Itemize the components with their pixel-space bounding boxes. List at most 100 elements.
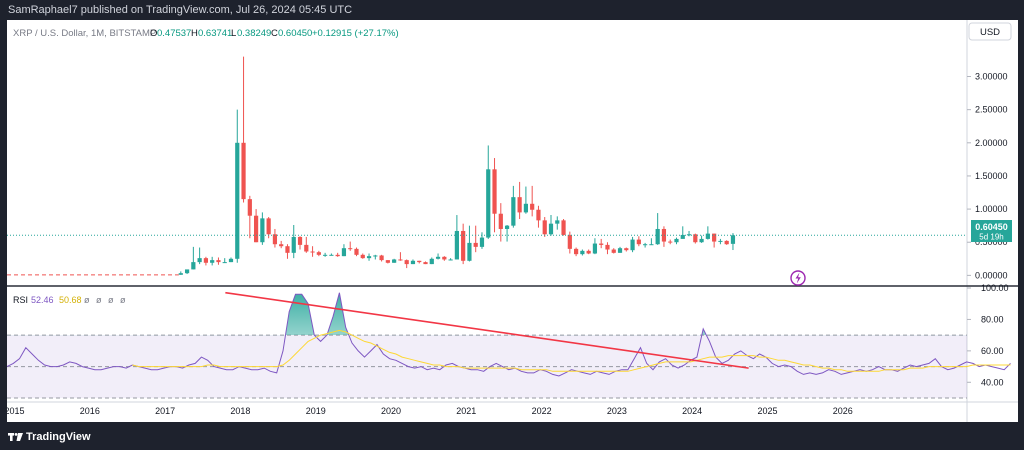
candle (285, 244, 290, 259)
candle-body (216, 260, 221, 263)
lightning-icon-bolt[interactable] (795, 272, 801, 284)
close-label: C (271, 28, 278, 39)
chart-panel[interactable]: 3.00000 2.50000 2.00000 1.50000 1.00000 0.500… (5, 20, 1018, 422)
candle-body (504, 225, 510, 229)
candle-body (228, 258, 234, 263)
time-tick-label: 2023 (607, 406, 627, 416)
candle (354, 247, 359, 257)
candle-body (373, 255, 378, 257)
high-label: H (191, 28, 198, 39)
candle-body (473, 242, 478, 247)
time-tick-label: 2024 (682, 406, 702, 416)
candle-body (423, 262, 428, 265)
candle-body (592, 243, 598, 254)
candle (222, 258, 227, 264)
time-tick-label: 2019 (306, 406, 326, 416)
candle (674, 237, 679, 245)
candle (567, 231, 572, 254)
candle (718, 238, 723, 245)
candle (423, 261, 428, 265)
rsi-axis: 100.00 80.00 60.00 40.00 (967, 283, 1009, 387)
candle-body (272, 234, 278, 245)
candle (617, 246, 623, 253)
candle (247, 195, 252, 239)
candle-body (511, 197, 516, 226)
candle (511, 185, 516, 228)
candle (693, 233, 698, 244)
candle-body (461, 230, 466, 261)
candle-body (674, 238, 679, 243)
candle-body (498, 213, 503, 229)
price-tick-label: 3.00000 (975, 72, 1008, 82)
chart-svg[interactable]: 3.00000 2.50000 2.00000 1.50000 1.00000 0.500… (5, 20, 1018, 422)
candle (454, 215, 459, 260)
candle (429, 257, 434, 265)
candle (592, 238, 598, 255)
candle (536, 205, 541, 228)
candle-body (712, 233, 717, 242)
open-value: 0.47537 (157, 28, 191, 39)
candle-body (605, 244, 610, 250)
candle (379, 254, 384, 262)
candle (291, 224, 296, 259)
price-tick-label: 1.50000 (975, 171, 1008, 181)
time-tick-label: 2022 (532, 406, 552, 416)
candle-body (222, 262, 227, 264)
currency-button[interactable]: USD (968, 22, 1012, 41)
candle-body (718, 240, 723, 242)
candle (668, 239, 673, 245)
candle-body (279, 244, 284, 247)
candle (385, 260, 390, 264)
candle (241, 56, 246, 203)
price-tick-label: 0.50000 (975, 237, 1008, 247)
candle (341, 244, 347, 257)
candle (555, 216, 560, 230)
low-value: 0.38249 (237, 28, 271, 39)
candle (479, 232, 485, 249)
candle (523, 186, 529, 214)
candle (272, 228, 278, 248)
candle (605, 242, 610, 255)
time-tick-label: 2018 (230, 406, 250, 416)
candle (473, 225, 478, 253)
candle (304, 236, 309, 253)
rsi-ma-legend-value: 50.68 (59, 295, 82, 305)
candle-body (555, 220, 560, 224)
candle (404, 259, 409, 269)
lightning-icon[interactable] (790, 270, 806, 286)
rsi-tick-label: 80.00 (981, 314, 1004, 324)
time-tick-label: 2021 (456, 406, 476, 416)
price-tick-label: 0.00000 (975, 270, 1008, 280)
rsi-legend: RSI 52.46 50.68 ø ø ø ø (13, 295, 126, 305)
candle-body (178, 273, 183, 275)
candle-body (385, 260, 390, 263)
candle-body (486, 169, 491, 238)
candle-body (379, 255, 384, 261)
candle-body (442, 256, 447, 260)
candle (724, 240, 729, 245)
candle-body (323, 254, 328, 256)
published-text: SamRaphael7 published on TradingView.com… (8, 4, 353, 16)
currency-button-frame[interactable] (968, 22, 1012, 41)
candle (392, 258, 397, 263)
candle (705, 226, 710, 240)
rsi-legend-empty-1: ø (84, 295, 90, 305)
candle-body (693, 234, 698, 243)
rsi-trendline (225, 291, 749, 369)
candle-body (404, 260, 409, 265)
candle (492, 158, 497, 233)
candle-body (285, 246, 290, 253)
candle (235, 109, 240, 263)
candle-body (561, 220, 566, 235)
time-tick-label: 2015 (7, 406, 25, 416)
price-tick-label: 2.00000 (975, 138, 1008, 148)
change-value: +0.12915 (+27.17%) (312, 28, 399, 39)
candle-body (310, 251, 315, 253)
candle-body (203, 258, 209, 263)
candle (655, 213, 660, 245)
candle-body (580, 250, 585, 255)
candle-body (435, 256, 441, 259)
candle-body (360, 254, 365, 259)
currency-label[interactable]: USD (980, 27, 1000, 38)
candle-body (536, 209, 541, 221)
